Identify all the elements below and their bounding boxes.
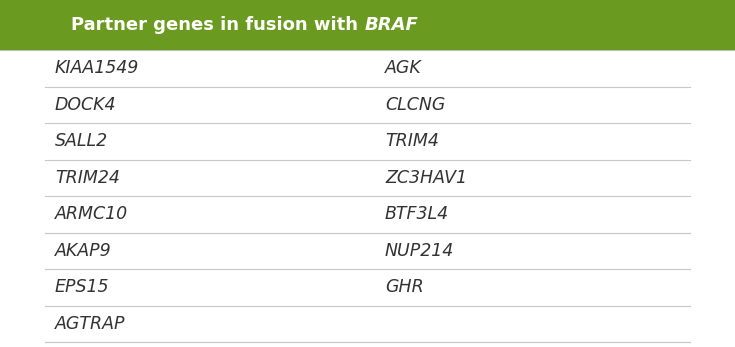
Text: DOCK4: DOCK4 [55, 96, 117, 114]
Text: EPS15: EPS15 [55, 278, 110, 296]
Text: KIAA1549: KIAA1549 [55, 59, 139, 77]
Text: SALL2: SALL2 [55, 132, 108, 150]
Text: Partner genes in fusion with: Partner genes in fusion with [71, 16, 365, 34]
Text: TRIM24: TRIM24 [55, 169, 120, 187]
Text: NUP214: NUP214 [385, 242, 454, 260]
Bar [0, 0, 735, 50]
Text: AKAP9: AKAP9 [55, 242, 112, 260]
Text: CLCNG: CLCNG [385, 96, 445, 114]
Text: TRIM4: TRIM4 [385, 132, 439, 150]
Text: ARMC10: ARMC10 [55, 205, 128, 223]
Text: BTF3L4: BTF3L4 [385, 205, 449, 223]
Text: GHR: GHR [385, 278, 424, 296]
Text: AGK: AGK [385, 59, 422, 77]
Text: ZC3HAV1: ZC3HAV1 [385, 169, 467, 187]
Text: AGTRAP: AGTRAP [55, 315, 126, 333]
Text: BRAF: BRAF [365, 16, 418, 34]
